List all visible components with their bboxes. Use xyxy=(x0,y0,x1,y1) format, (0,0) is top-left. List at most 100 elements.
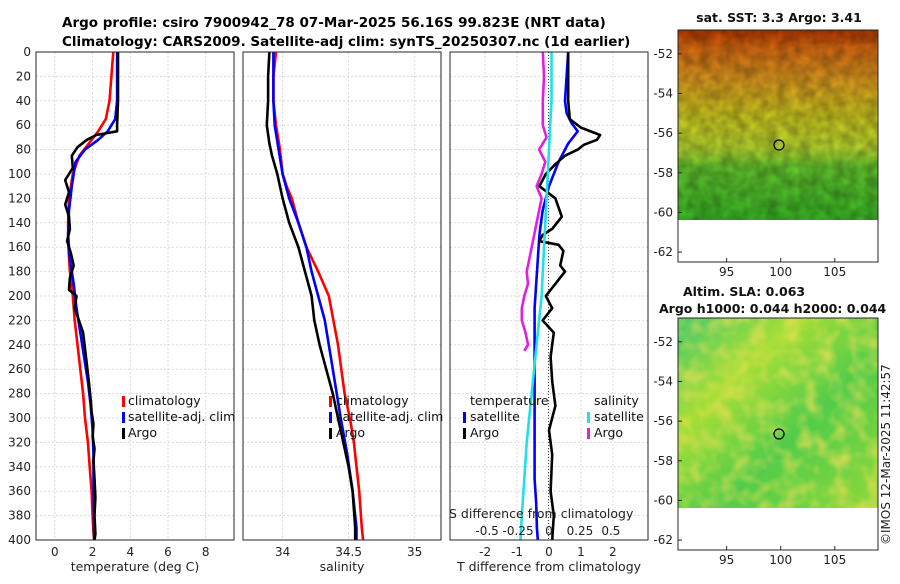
x-tick-label: 1 xyxy=(577,545,585,559)
map-y-tick-label: -52 xyxy=(653,335,673,349)
sst-axes-frame xyxy=(677,29,879,263)
map-y-tick-label: -62 xyxy=(653,245,673,259)
legend-climatology-label: climatology xyxy=(128,393,201,408)
x-tick-label: 4 xyxy=(126,545,134,559)
x-tick-label: 2 xyxy=(89,545,97,559)
difference-xlabel: T difference from climatology xyxy=(456,559,642,574)
series-line-temperature-argo xyxy=(538,52,602,541)
y-tick-label: 40 xyxy=(16,94,31,108)
difference-legend: temperature satellite Argo salinity sate… xyxy=(463,393,644,440)
y-tick-label: 160 xyxy=(8,240,31,254)
map-x-tick-label: 100 xyxy=(769,553,792,567)
y-tick-label: 260 xyxy=(8,362,31,376)
x-tick-top-label: -0.25 xyxy=(503,524,534,538)
legend-satellite-swatch xyxy=(329,412,332,423)
legend-argo-label: Argo xyxy=(128,425,157,440)
legend-argo-swatch xyxy=(329,428,332,439)
temperature-legend: climatology satellite-adj. clim Argo xyxy=(122,393,235,440)
temperature-xlabel: temperature (deg C) xyxy=(71,559,200,574)
sst-map-title: sat. SST: 3.3 Argo: 3.41 xyxy=(696,10,862,25)
legend-t-satellite-swatch xyxy=(463,412,466,423)
legend-s-satellite-label: satellite xyxy=(594,409,644,424)
y-tick-label: 240 xyxy=(8,338,31,352)
x-tick-label: 0 xyxy=(51,545,59,559)
legend-s-argo-swatch xyxy=(587,428,590,439)
salinity-legend: climatology satellite-adj. clim Argo xyxy=(329,393,443,440)
series-line-climatology xyxy=(66,51,115,541)
difference-xlabel-top: S difference from climatology xyxy=(449,506,634,521)
series-line-argo xyxy=(265,51,357,540)
sla-texture xyxy=(678,318,878,508)
legend-t-argo-label: Argo xyxy=(470,425,499,440)
map-y-tick-label: -54 xyxy=(653,86,673,100)
legend-t-argo-swatch xyxy=(463,428,466,439)
salinity-panel: 34 34.5 35 salinity climatology satellite-… xyxy=(242,51,443,574)
sst-argo-marker xyxy=(773,139,785,151)
y-tick-label: 380 xyxy=(8,509,31,523)
x-tick-top-label: 0.25 xyxy=(567,524,594,538)
map-y-tick-label: -56 xyxy=(653,126,673,140)
x-tick-label: 8 xyxy=(202,545,210,559)
legend-argo-label: Argo xyxy=(336,425,365,440)
map-x-tick-label: 100 xyxy=(769,265,792,279)
map-x-tick-label: 95 xyxy=(719,265,734,279)
map-y-tick-label: -60 xyxy=(653,493,673,507)
y-tick-label: 20 xyxy=(16,69,31,83)
figure-title-line1: Argo profile: csiro 7900942_78 07-Mar-20… xyxy=(62,15,606,31)
y-tick-label: 60 xyxy=(16,118,31,132)
y-tick-label: 280 xyxy=(8,387,31,401)
map-x-tick-label: 95 xyxy=(719,553,734,567)
y-tick-label: 80 xyxy=(16,143,31,157)
map-y-tick-label: -62 xyxy=(653,533,673,547)
difference-axes-frame xyxy=(449,51,649,541)
x-tick-label: 34 xyxy=(275,545,290,559)
x-tick-label: 0 xyxy=(545,545,553,559)
legend-satellite-swatch xyxy=(122,412,125,423)
x-tick-top-label: 0.5 xyxy=(601,524,620,538)
legend-s-argo-label: Argo xyxy=(594,425,623,440)
temperature-panel: 0204060801001201401601802002202402602803… xyxy=(8,45,235,574)
y-tick-label: 360 xyxy=(8,484,31,498)
legend-salinity-header: salinity xyxy=(594,393,639,408)
y-tick-label: 120 xyxy=(8,191,31,205)
x-tick-label: 34.5 xyxy=(335,545,362,559)
legend-satellite-label: satellite-adj. clim xyxy=(336,409,443,424)
map-x-tick-label: 105 xyxy=(823,553,846,567)
y-tick-label: 140 xyxy=(8,216,31,230)
map-y-tick-label: -60 xyxy=(653,205,673,219)
y-tick-label: 400 xyxy=(8,533,31,547)
sla-map: Altim. SLA: 0.063 Argo h1000: 0.044 h200… xyxy=(653,284,886,567)
sst-texture xyxy=(678,30,878,220)
x-tick-top-label: 0 xyxy=(545,524,553,538)
series-line-climatology xyxy=(272,51,365,541)
sla-map-title1: Altim. SLA: 0.063 xyxy=(683,284,805,299)
imos-watermark: ©IMOS 12-Mar-2025 11:42:57 xyxy=(879,364,893,545)
legend-s-satellite-swatch xyxy=(587,412,590,423)
series-line-salinity-argo xyxy=(520,51,548,352)
sla-argo-marker xyxy=(773,428,785,440)
map-y-tick-label: -58 xyxy=(653,166,673,180)
legend-satellite-label: satellite-adj. clim xyxy=(128,409,235,424)
y-tick-label: 180 xyxy=(8,265,31,279)
y-tick-label: 300 xyxy=(8,411,31,425)
sla-axes-frame xyxy=(677,317,879,551)
map-y-tick-label: -52 xyxy=(653,47,673,61)
x-tick-top-label: -0.5 xyxy=(475,524,498,538)
y-tick-label: 0 xyxy=(23,45,31,59)
map-y-tick-label: -58 xyxy=(653,454,673,468)
salinity-xlabel: salinity xyxy=(320,559,365,574)
x-tick-label: -1 xyxy=(511,545,523,559)
figure-title-line2: Climatology: CARS2009. Satellite-adj cli… xyxy=(62,34,630,50)
salinity-axes-frame xyxy=(242,51,442,541)
y-tick-label: 200 xyxy=(8,289,31,303)
map-x-tick-label: 105 xyxy=(823,265,846,279)
x-tick-label: 6 xyxy=(164,545,172,559)
sla-map-title2: Argo h1000: 0.044 h2000: 0.044 xyxy=(659,301,887,316)
y-tick-label: 220 xyxy=(8,313,31,327)
legend-argo-swatch xyxy=(122,428,125,439)
y-tick-label: 320 xyxy=(8,435,31,449)
map-y-tick-label: -54 xyxy=(653,374,673,388)
series-line-salinity-satellite xyxy=(519,52,553,541)
x-tick-label: -2 xyxy=(479,545,491,559)
